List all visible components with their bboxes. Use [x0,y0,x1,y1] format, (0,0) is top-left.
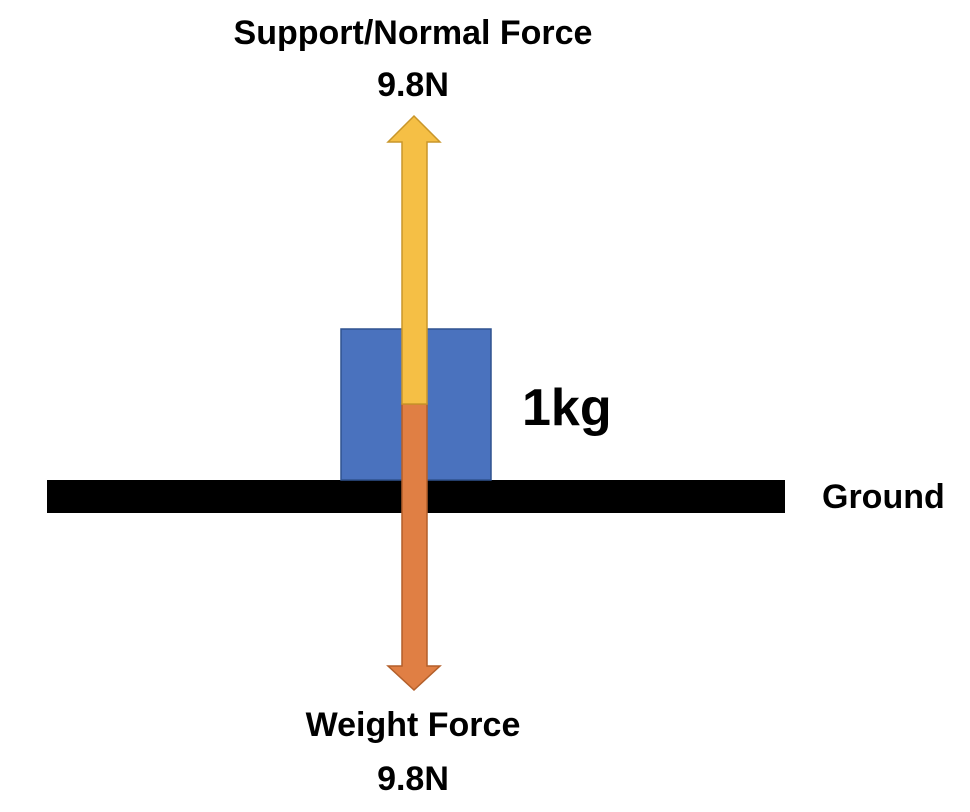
support-force-arrow [386,114,442,405]
mass-label: 1kg [522,379,612,437]
ground-label: Ground [822,478,945,516]
support-force-value: 9.8N [377,66,449,104]
support-force-label: Support/Normal Force [233,14,593,52]
weight-force-label: Weight Force [305,706,521,744]
weight-force-arrow [386,403,442,692]
weight-force-value: 9.8N [377,760,449,798]
